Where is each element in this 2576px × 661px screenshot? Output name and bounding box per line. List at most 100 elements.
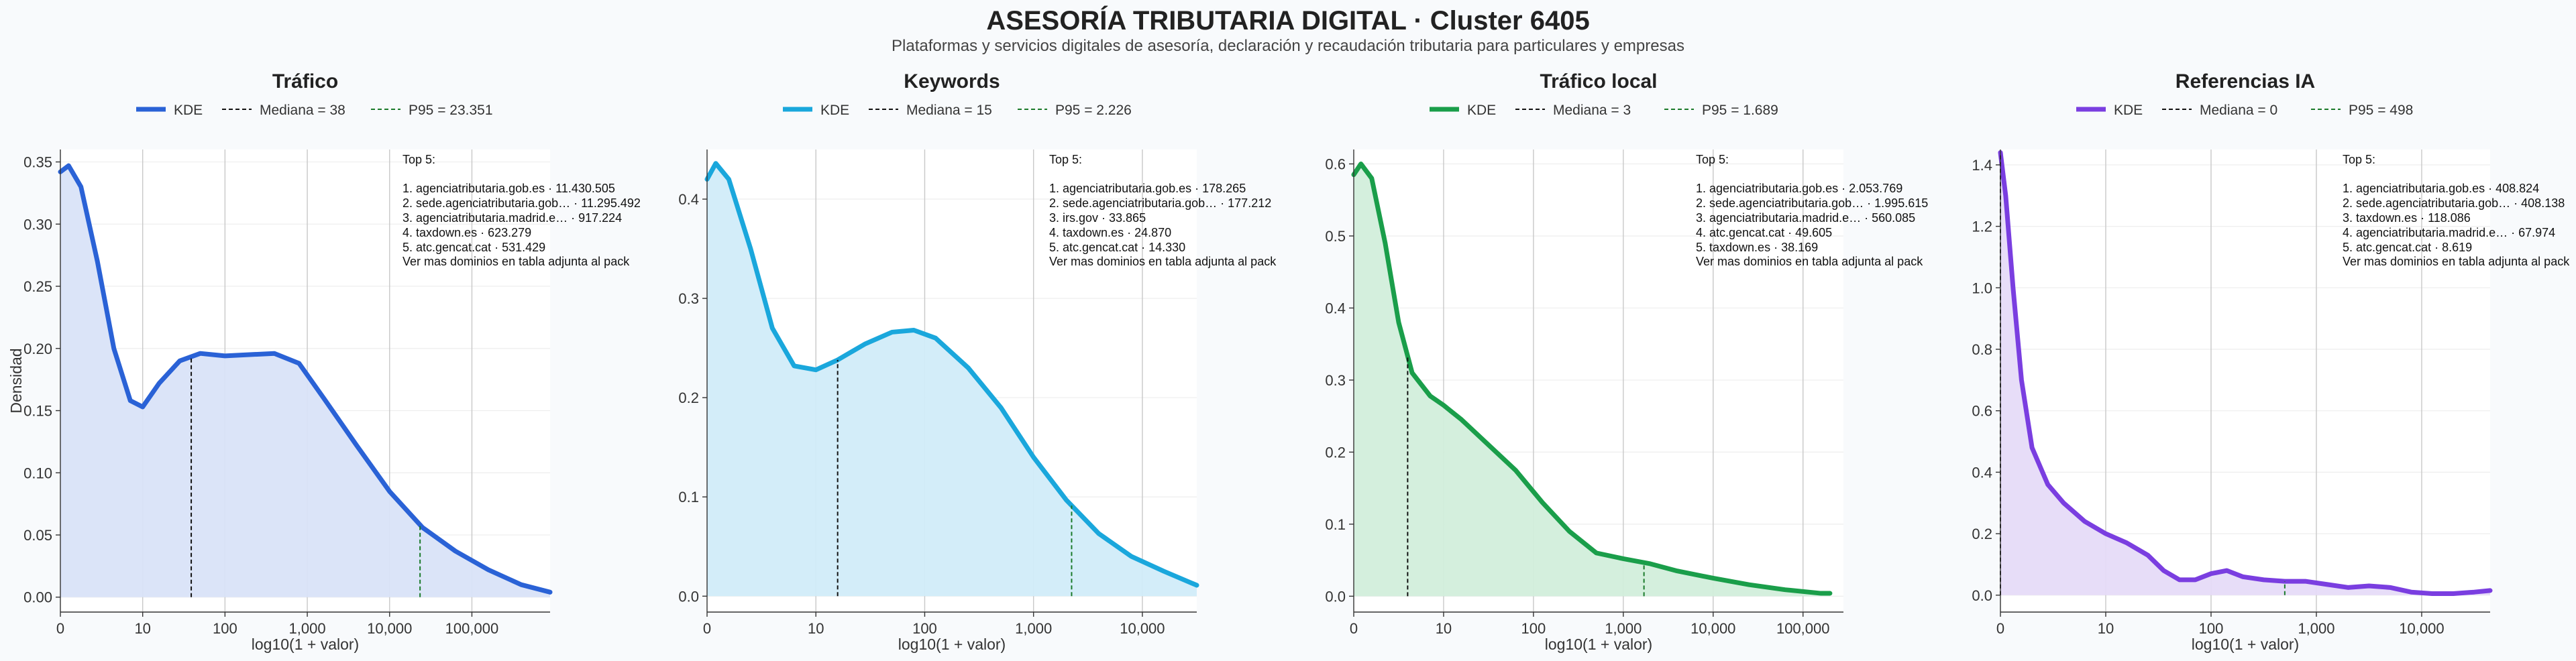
- y-tick-label: 0.20: [23, 341, 52, 357]
- legend: KDE Mediana = 38 P95 = 23.351: [136, 103, 493, 118]
- x-axis-label: log10(1 + valor): [1545, 636, 1652, 653]
- legend-kde-label: KDE: [2114, 103, 2143, 118]
- figure-title: ASESORÍA TRIBUTARIA DIGITAL · Cluster 64…: [986, 5, 1589, 36]
- annotation-line: 1. agenciatributaria.gob.es · 408.824: [2343, 182, 2539, 195]
- chart-panel-4: 0.0 0.2 0.4 0.6 0.8 1.0 1.2 1.4 0 10 100 1,000 10,00…: [1972, 70, 2570, 653]
- y-tick-label: 0.6: [1325, 156, 1346, 172]
- x-tick-label: 100,000: [445, 620, 499, 637]
- chart-title: Tráfico local: [1540, 70, 1657, 93]
- figure-subtitle: Plataformas y servicios digitales de ase…: [892, 37, 1684, 55]
- annotation-line: 4. taxdown.es · 623.279: [402, 226, 531, 239]
- y-tick-label: 1.2: [1972, 219, 1992, 235]
- y-tick-label: 0.2: [1325, 444, 1346, 461]
- y-tick-label: 0.3: [1325, 372, 1346, 389]
- y-tick-label: 0.1: [678, 489, 699, 505]
- annotation-line: 1. agenciatributaria.gob.es · 178.265: [1049, 182, 1246, 195]
- kde-curve: [704, 161, 1199, 588]
- y-tick-label: 0.0: [678, 588, 699, 605]
- annotation-header: Top 5:: [402, 153, 435, 166]
- x-tick-label: 0: [56, 620, 64, 637]
- legend-p95-label: P95 = 23.351: [409, 103, 493, 118]
- chart-title: Keywords: [904, 70, 1000, 93]
- legend-kde-label: KDE: [174, 103, 203, 118]
- legend-median-label: Mediana = 3: [1553, 103, 1631, 118]
- x-axis-label: log10(1 + valor): [898, 636, 1006, 653]
- x-tick-label: 10,000: [1690, 620, 1735, 637]
- kde-area: [1354, 164, 1830, 597]
- kde-curve: [1351, 161, 1833, 596]
- x-tick-label: 10,000: [1120, 620, 1165, 637]
- annotation-header: Top 5:: [1696, 153, 1729, 166]
- kde-curve: [58, 163, 553, 595]
- y-tick-label: 0.4: [1325, 300, 1346, 316]
- x-tick-label: 1,000: [2298, 620, 2334, 637]
- annotation-line: 2. sede.agenciatributaria.gob… · 11.295.…: [402, 196, 641, 210]
- annotation-line: 4. atc.gencat.cat · 49.605: [1696, 226, 1832, 239]
- x-tick-label: 0: [1996, 620, 2004, 637]
- y-tick-label: 0.5: [1325, 228, 1346, 245]
- annotation-line: 2. sede.agenciatributaria.gob… · 1.995.6…: [1696, 196, 1928, 210]
- x-tick-label: 0: [703, 620, 711, 637]
- annotation-line: 1. agenciatributaria.gob.es · 2.053.769: [1696, 182, 1902, 195]
- y-tick-label: 0.3: [678, 290, 699, 307]
- kde-area: [707, 163, 1197, 597]
- y-tick-label: 1.0: [1972, 280, 1992, 296]
- annotation-line: 5. taxdown.es · 38.169: [1696, 241, 1818, 254]
- x-tick-label: 100,000: [1776, 620, 1830, 637]
- top5-annotation: Top 5: 1. agenciatributaria.gob.es · 2.05…: [1696, 153, 1928, 268]
- annotation-line: 5. atc.gencat.cat · 8.619: [2343, 241, 2472, 254]
- legend-p95-label: P95 = 498: [2349, 103, 2413, 118]
- x-tick-label: 10: [808, 620, 824, 637]
- y-tick-label: 0.8: [1972, 341, 1992, 358]
- y-tick-label: 1.4: [1972, 157, 1992, 174]
- x-tick-label: 10,000: [367, 620, 412, 637]
- y-tick-label: 0.05: [23, 527, 52, 544]
- y-tick-label: 0.00: [23, 589, 52, 606]
- legend-median-label: Mediana = 0: [2200, 103, 2277, 118]
- y-tick-label: 0.15: [23, 403, 52, 420]
- annotation-line: 3. taxdown.es · 118.086: [2343, 211, 2471, 225]
- kde-curve: [1998, 150, 2493, 596]
- legend-median-label: Mediana = 15: [906, 103, 992, 118]
- annotation-header: Top 5:: [1049, 153, 1082, 166]
- kde-area: [60, 166, 550, 597]
- x-tick-label: 10: [134, 620, 150, 637]
- annotation-line: 1. agenciatributaria.gob.es · 11.430.505: [402, 182, 615, 195]
- y-tick-label: 0.0: [1972, 587, 1992, 604]
- annotation-line: 2. sede.agenciatributaria.gob… · 408.138: [2343, 196, 2565, 210]
- annotation-footer: Ver mas dominios en tabla adjunta al pac…: [1696, 255, 1923, 268]
- y-tick-label: 0.6: [1972, 403, 1992, 420]
- x-axis-label: log10(1 + valor): [252, 636, 359, 653]
- legend-median-label: Mediana = 38: [260, 103, 345, 118]
- annotation-footer: Ver mas dominios en tabla adjunta al pac…: [1049, 255, 1277, 268]
- y-axis-label: Densidad: [7, 348, 25, 413]
- chart-panels: 0.000.050.100.150.200.250.300.350 10 100 1,…: [7, 70, 2570, 653]
- x-tick-label: 10,000: [2399, 620, 2444, 637]
- annotation-footer: Ver mas dominios en tabla adjunta al pac…: [2343, 255, 2570, 268]
- legend-p95-label: P95 = 1.689: [1702, 103, 1778, 118]
- annotation-line: 5. atc.gencat.cat · 14.330: [1049, 241, 1185, 254]
- annotation-line: 4. taxdown.es · 24.870: [1049, 226, 1171, 239]
- x-tick-label: 100: [912, 620, 937, 637]
- x-tick-label: 0: [1350, 620, 1358, 637]
- annotation-line: 3. agenciatributaria.madrid.e… · 560.085: [1696, 211, 1915, 225]
- top5-annotation: Top 5: 1. agenciatributaria.gob.es · 178.…: [1049, 153, 1277, 268]
- chart-panel-1: 0.00 0.05 0.10 0.15 0.20 0.25 0.30 0.35 0 10 100 1,…: [7, 70, 641, 653]
- annotation-line: 3. irs.gov · 33.865: [1049, 211, 1146, 225]
- y-tick-label: 0.10: [23, 465, 52, 481]
- chart-panel-2: 0.0 0.1 0.2 0.3 0.4 0 10 100 1,000 10,000 log10(1 …: [678, 70, 1277, 653]
- x-tick-label: 1,000: [1605, 620, 1642, 637]
- legend-kde-label: KDE: [820, 103, 849, 118]
- y-tick-label: 0.1: [1325, 516, 1346, 533]
- x-tick-label: 10: [1436, 620, 1452, 637]
- x-tick-label: 1,000: [1015, 620, 1052, 637]
- annotation-line: 3. agenciatributaria.madrid.e… · 917.224: [402, 211, 622, 225]
- chart-panel-3: 0.0 0.1 0.2 0.3 0.4 0.5 0.6 0 10 100 1,000 10,000 10…: [1325, 70, 1928, 653]
- x-tick-label: 100: [213, 620, 237, 637]
- legend: KDE Mediana = 15 P95 = 2.226: [783, 103, 1132, 118]
- y-tick-label: 0.0: [1325, 588, 1346, 605]
- legend-p95-label: P95 = 2.226: [1055, 103, 1132, 118]
- y-tick-label: 0.30: [23, 216, 52, 233]
- annotation-footer: Ver mas dominios en tabla adjunta al pac…: [402, 255, 630, 268]
